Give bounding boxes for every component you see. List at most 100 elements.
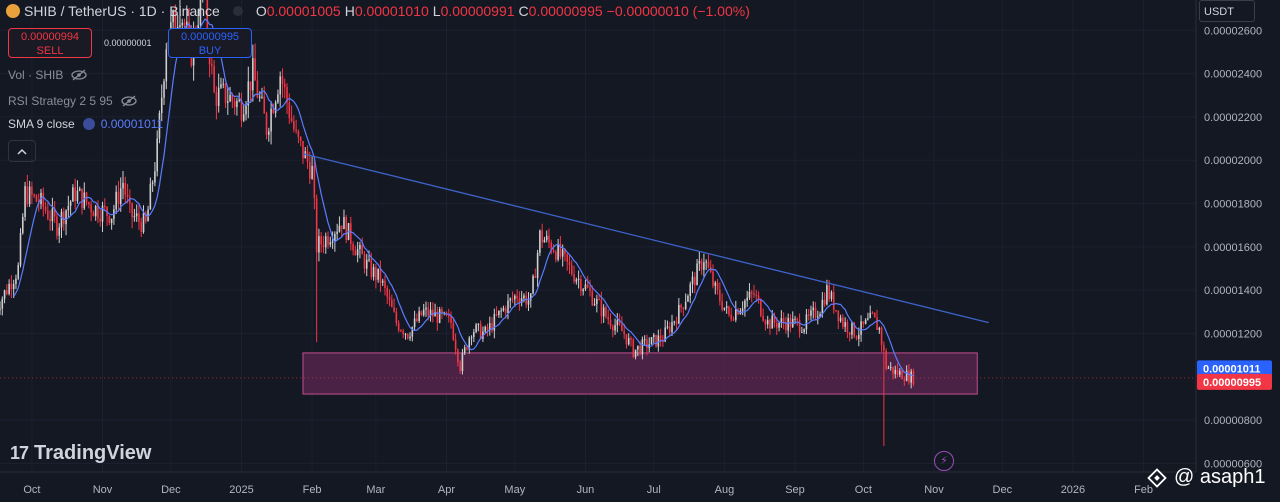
candle-body [281, 76, 284, 85]
candle-body [391, 299, 393, 308]
candle-body [265, 113, 268, 135]
candle-body [306, 151, 309, 162]
candle-body [611, 326, 614, 331]
sell-label: SELL [36, 45, 64, 57]
candle-body [258, 96, 261, 98]
candle-body [124, 182, 127, 195]
eye-off-icon[interactable] [71, 69, 88, 81]
y-tick-label: 0.00002600 [1204, 25, 1262, 37]
candle-body [8, 283, 10, 294]
candle-body [279, 76, 281, 95]
candle-body [160, 97, 163, 113]
author-handle: @ asaph1 [1146, 466, 1265, 489]
candle-body [466, 347, 468, 350]
candle-body [823, 299, 826, 305]
candle-body [842, 317, 844, 327]
indicator-sma[interactable]: SMA 9 close 0.00001011 [8, 117, 163, 131]
rsi-label: RSI Strategy 2 5 95 [8, 94, 113, 108]
candle-body [406, 333, 409, 339]
candle-body [425, 307, 427, 310]
candle-body [760, 299, 762, 316]
candle-body [894, 369, 897, 374]
candle-body [839, 317, 842, 322]
candle-body [693, 276, 696, 286]
candle-body [135, 213, 138, 217]
candle-body [324, 236, 327, 248]
y-tick-label: 0.00002000 [1204, 155, 1262, 167]
candle-body [247, 81, 250, 106]
candle-body [634, 349, 637, 357]
candle-body [256, 80, 259, 98]
candle-body [242, 114, 245, 121]
buy-button[interactable]: 0.00000995 BUY [168, 28, 252, 58]
eye-icon[interactable] [230, 5, 246, 17]
sell-button[interactable]: 0.00000994 SELL [8, 28, 92, 58]
candle-body [76, 190, 79, 202]
x-tick-label: Dec [993, 484, 1013, 496]
candle-body [108, 215, 111, 224]
candle-body [564, 249, 566, 255]
candle-body [179, 25, 181, 28]
candle-body [441, 309, 443, 314]
candle-body [828, 285, 830, 300]
candle-body [429, 309, 432, 316]
candle-body [714, 282, 717, 286]
candle-body [402, 331, 405, 335]
candle-body [151, 182, 154, 184]
candle-body [181, 22, 184, 26]
candle-body [732, 319, 735, 321]
volume-label: Vol · SHIB [8, 68, 64, 82]
candle-body [778, 322, 780, 328]
candle-body [270, 108, 272, 132]
candle-body [899, 370, 901, 375]
candle-body [427, 307, 430, 316]
candle-body [72, 187, 74, 202]
candle-body [254, 58, 256, 81]
candle-body [668, 326, 671, 333]
candle-body [238, 99, 240, 101]
candle-body [67, 205, 70, 211]
y-tick-label: 0.00000600 [1204, 458, 1262, 470]
low-label: L [432, 3, 441, 19]
x-tick-label: Oct [23, 484, 40, 496]
y-tick-label: 0.00002200 [1204, 112, 1262, 124]
candle-body [420, 311, 423, 316]
candle-body [336, 231, 338, 234]
candle-body [511, 298, 514, 300]
bolt-icon[interactable]: ⚡ [934, 451, 954, 471]
candle-body [680, 304, 682, 308]
currency-select[interactable]: USDT [1199, 0, 1255, 22]
candle-body [723, 307, 726, 310]
candle-body [299, 137, 302, 141]
candle-body [438, 309, 441, 323]
close-value: 0.00000995 [528, 3, 603, 19]
candle-body [477, 323, 480, 325]
eye-off-icon[interactable] [121, 95, 137, 107]
indicator-rsi[interactable]: RSI Strategy 2 5 95 [8, 94, 143, 108]
candle-body [618, 319, 621, 325]
candle-body [541, 230, 543, 243]
candle-body [356, 249, 359, 256]
candle-body [616, 319, 619, 326]
collapse-legend-button[interactable] [8, 140, 36, 162]
time-axis: Oct Nov Dec 2025 Feb Mar Apr May Jun Jul Aug Sep Oct… [0, 471, 1196, 496]
candle-body [92, 212, 95, 217]
candle-body [880, 327, 883, 345]
candle-body [912, 371, 915, 385]
symbol-title[interactable]: SHIB / TetherUS · 1D · Binance [24, 3, 220, 19]
candle-body [637, 345, 639, 350]
candle-body [901, 370, 903, 380]
close-label: C [518, 3, 529, 19]
candle-body [206, 0, 209, 36]
candle-body [602, 307, 605, 317]
candle-body [591, 291, 594, 306]
x-tick-label: 2025 [229, 484, 253, 496]
candle-body [568, 261, 571, 265]
candle-body [384, 280, 386, 288]
candle-body [853, 322, 856, 337]
candle-body [90, 204, 92, 213]
indicator-volume[interactable]: Vol · SHIB [8, 68, 93, 82]
candle-body [725, 306, 728, 308]
candle-body [343, 217, 345, 230]
